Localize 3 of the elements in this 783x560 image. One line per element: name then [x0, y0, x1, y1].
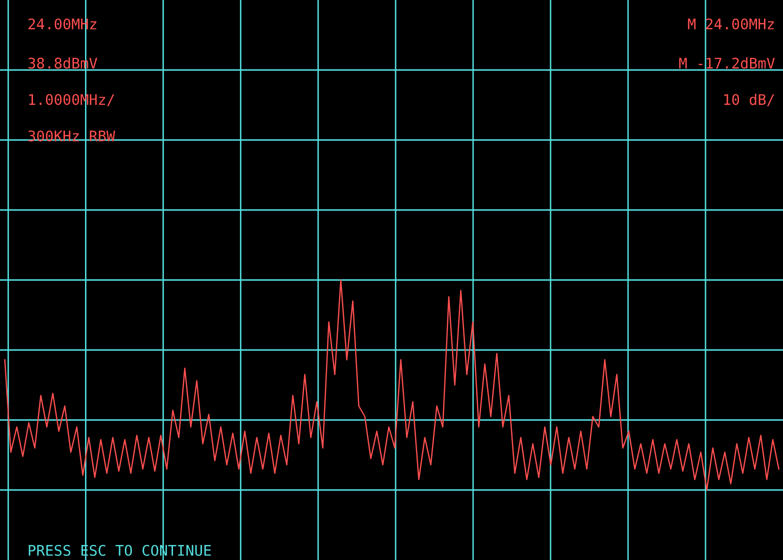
text: 10 dB/ [724, 94, 774, 106]
text: M 24.00MHz [688, 18, 774, 30]
text: 300KHz RBW [28, 130, 116, 142]
